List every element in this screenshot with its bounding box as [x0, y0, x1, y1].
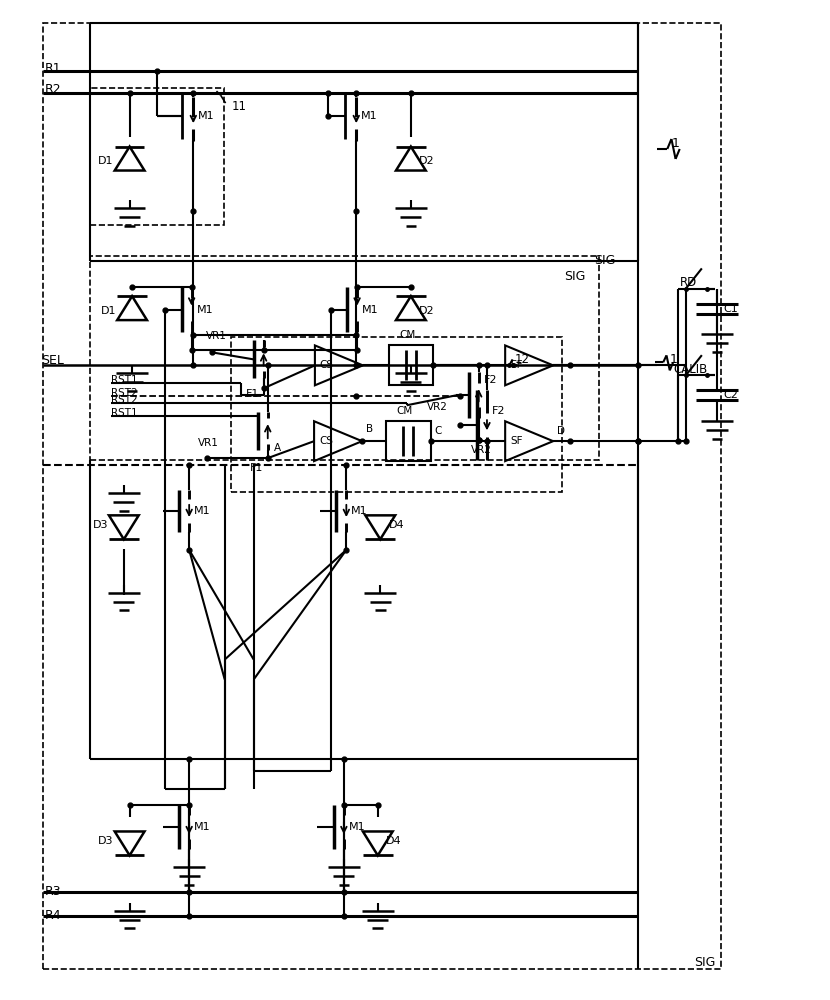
Text: 1: 1 [671, 137, 679, 150]
Text: CM: CM [397, 406, 413, 416]
Text: SIG: SIG [564, 270, 585, 283]
Text: C: C [435, 426, 442, 436]
Text: D1: D1 [98, 156, 114, 166]
Text: RST2: RST2 [110, 388, 137, 398]
Text: R4: R4 [45, 909, 62, 922]
Text: 12: 12 [515, 353, 530, 366]
Text: RD: RD [680, 276, 697, 289]
Text: RST1: RST1 [111, 375, 138, 385]
Text: M1: M1 [197, 305, 213, 315]
Text: M1: M1 [194, 822, 211, 832]
Bar [388, 345, 433, 385]
Text: RST2: RST2 [111, 395, 138, 405]
Text: 1: 1 [670, 353, 677, 366]
Text: D4: D4 [386, 836, 402, 846]
Text: D2: D2 [419, 306, 435, 316]
Text: SF: SF [510, 360, 523, 370]
Text: F1: F1 [250, 463, 263, 473]
Text: C1: C1 [724, 304, 739, 314]
Text: SIG: SIG [695, 956, 716, 969]
Text: B: B [366, 424, 374, 434]
Text: A: A [274, 443, 281, 453]
Text: SIG: SIG [593, 254, 615, 267]
Text: R2: R2 [45, 83, 62, 96]
Bar [43, 23, 721, 969]
Bar [90, 88, 224, 225]
Text: F2: F2 [484, 375, 497, 385]
Text: D3: D3 [98, 836, 114, 846]
Text: 11: 11 [232, 100, 247, 113]
Text: RST1: RST1 [110, 408, 137, 418]
Text: M1: M1 [351, 506, 368, 516]
Text: SEL: SEL [42, 354, 64, 367]
Text: F2: F2 [492, 406, 505, 416]
Text: VR2: VR2 [427, 402, 448, 412]
Bar [90, 256, 598, 460]
Text: D3: D3 [92, 520, 108, 530]
Text: D: D [557, 426, 565, 436]
Text: CM: CM [399, 330, 416, 340]
Text: C2: C2 [724, 390, 739, 400]
Text: CS: CS [320, 360, 334, 370]
Text: M1: M1 [360, 111, 377, 121]
Text: SF: SF [510, 436, 523, 446]
Text: R3: R3 [45, 885, 62, 898]
Text: M1: M1 [194, 506, 211, 516]
Text: VR1: VR1 [198, 438, 219, 448]
Text: VR1: VR1 [206, 331, 227, 341]
Bar [386, 421, 431, 461]
Text: CS: CS [319, 436, 333, 446]
Text: VR2: VR2 [471, 445, 491, 455]
Text: F1: F1 [246, 389, 259, 399]
Text: D2: D2 [419, 156, 435, 166]
Text: M1: M1 [349, 822, 365, 832]
Text: D1: D1 [100, 306, 116, 316]
Text: M1: M1 [198, 111, 214, 121]
Text: M1: M1 [362, 305, 378, 315]
Text: R1: R1 [45, 62, 62, 75]
Text: CALIB: CALIB [673, 363, 707, 376]
Bar [232, 337, 562, 492]
Text: D4: D4 [388, 520, 404, 530]
